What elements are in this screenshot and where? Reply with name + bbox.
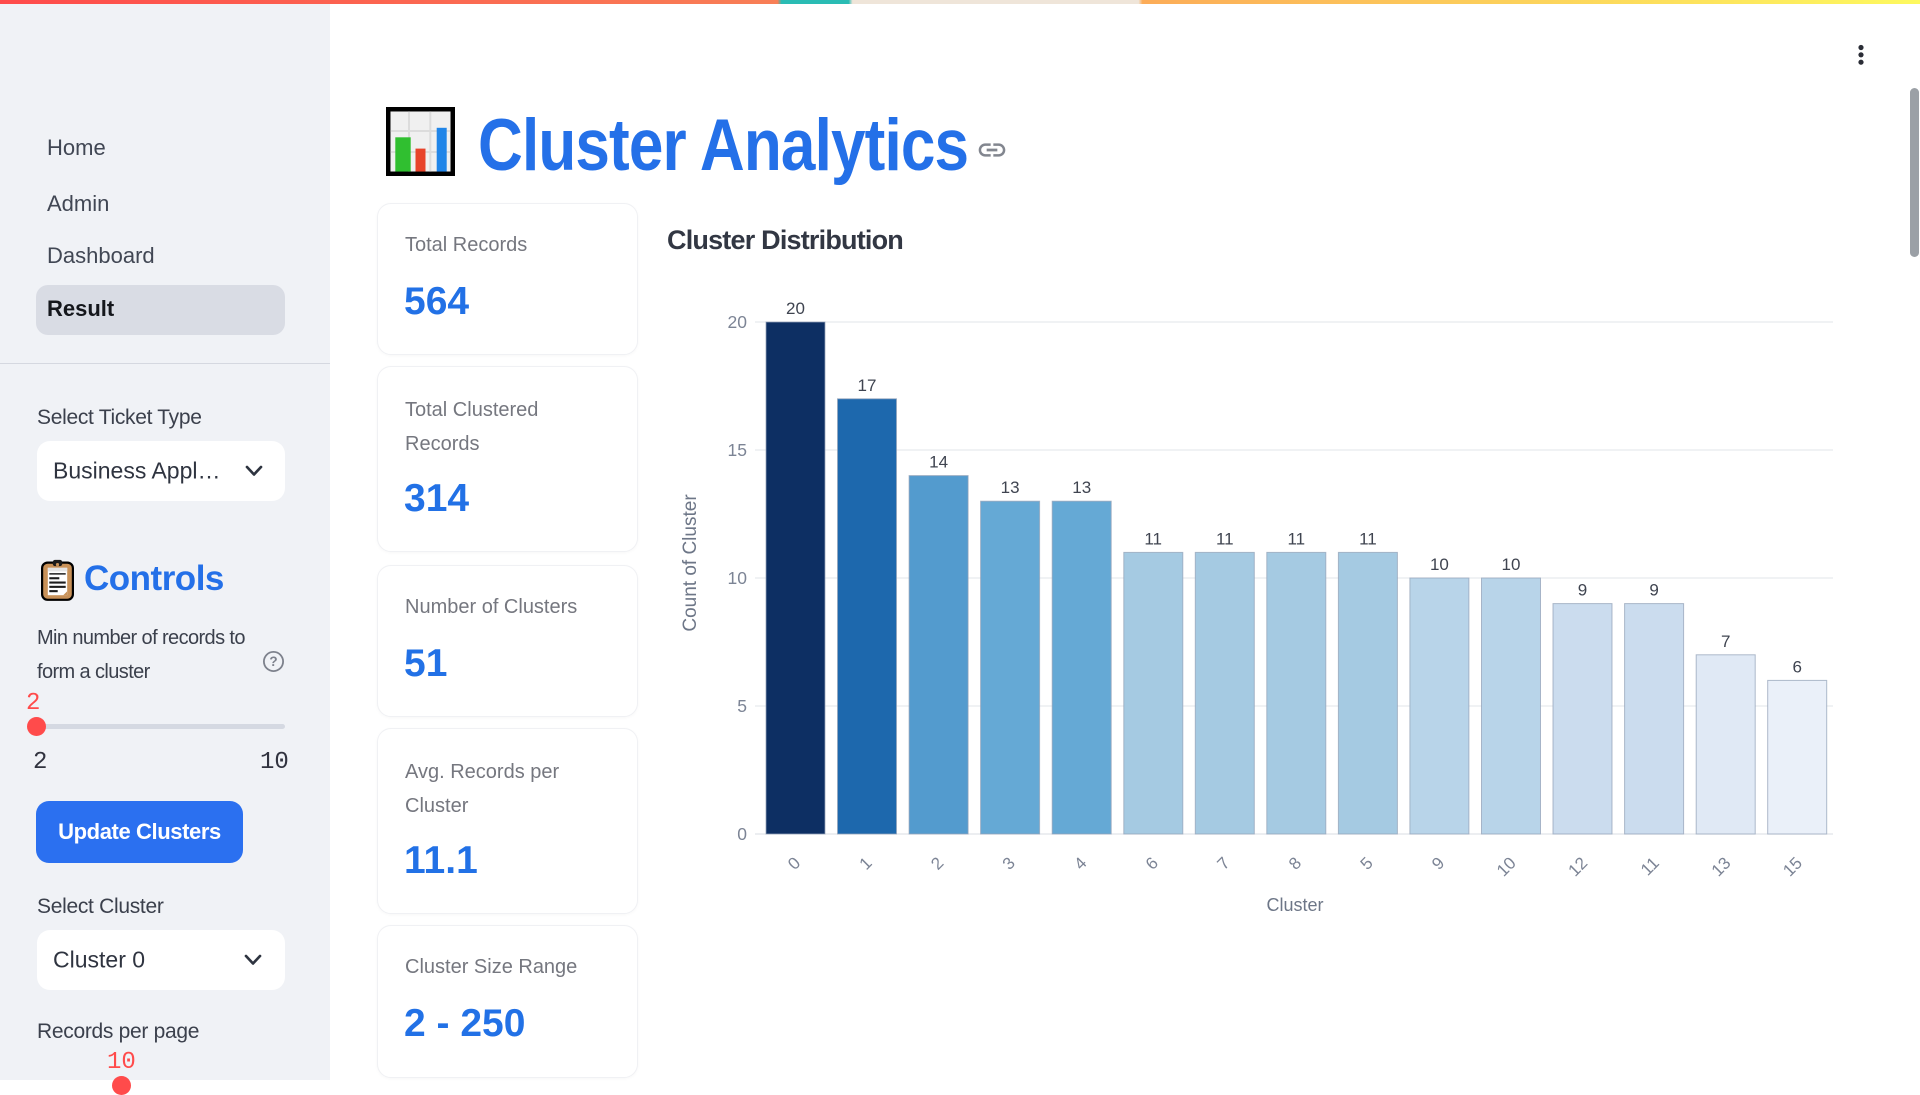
svg-text:15: 15 [1779,853,1806,880]
svg-text:5: 5 [1357,853,1377,873]
svg-text:11: 11 [1359,529,1377,548]
svg-text:10: 10 [1493,853,1520,880]
svg-text:13: 13 [1072,478,1091,497]
svg-text:20: 20 [728,312,748,332]
svg-text:11: 11 [1637,853,1663,879]
svg-text:2: 2 [927,853,947,873]
svg-text:13: 13 [1708,853,1735,880]
svg-text:11: 11 [1287,529,1305,548]
svg-text:Cluster: Cluster [1266,895,1323,915]
svg-text:10: 10 [728,568,748,588]
svg-text:?: ? [269,654,277,669]
svg-text:10: 10 [1502,555,1521,574]
svg-text:14: 14 [929,453,948,472]
svg-text:5: 5 [737,696,747,716]
svg-text:0: 0 [784,853,804,873]
svg-text:9: 9 [1428,853,1448,873]
svg-text:7: 7 [1213,853,1233,873]
svg-text:17: 17 [858,376,877,395]
svg-text:7: 7 [1721,632,1730,651]
svg-text:11: 11 [1144,529,1162,548]
svg-text:20: 20 [786,299,805,318]
svg-text:6: 6 [1792,657,1801,676]
svg-text:15: 15 [728,440,747,460]
svg-text:4: 4 [1070,853,1090,873]
svg-text:8: 8 [1285,853,1305,873]
svg-text:6: 6 [1142,853,1162,873]
svg-text:1: 1 [856,853,876,873]
svg-text:11: 11 [1216,529,1234,548]
svg-text:13: 13 [1001,478,1020,497]
svg-text:0: 0 [737,824,747,844]
svg-text:9: 9 [1649,581,1658,600]
svg-text:3: 3 [999,853,1019,873]
svg-text:Count of Cluster: Count of Cluster [680,494,701,632]
svg-text:12: 12 [1565,853,1592,880]
svg-text:9: 9 [1578,581,1587,600]
svg-text:10: 10 [1430,555,1449,574]
